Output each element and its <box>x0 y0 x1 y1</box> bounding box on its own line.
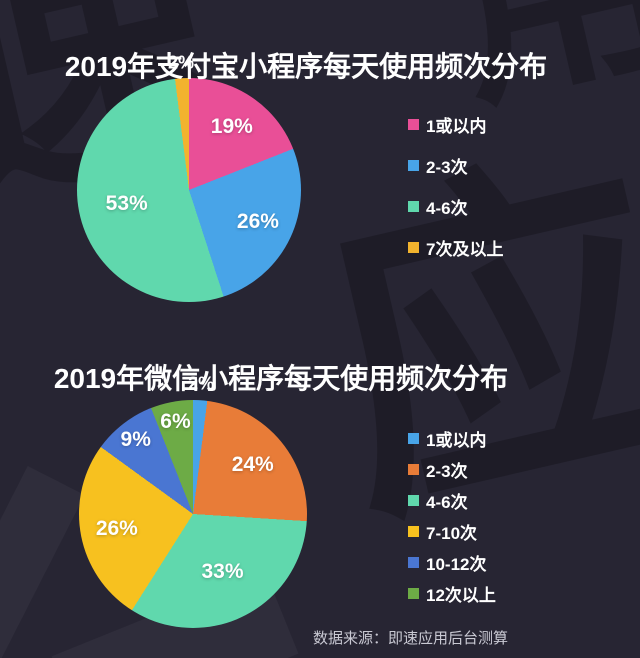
legend-label: 2-3次 <box>426 158 468 177</box>
legend-item: 4-6次 <box>408 186 503 227</box>
legend-swatch-icon <box>408 119 419 130</box>
pie-slice-label: 6% <box>160 410 191 434</box>
alipay-pie-chart: 19% 26% 53% 2% <box>77 52 301 302</box>
pie-slice-label: 33% <box>201 559 244 583</box>
legend-label: 10-12次 <box>426 555 487 574</box>
legend-swatch-icon <box>408 160 419 171</box>
legend-label: 4-6次 <box>426 493 468 512</box>
legend-item: 10-12次 <box>408 547 496 578</box>
legend-item: 1或以内 <box>408 104 503 145</box>
legend-label: 1或以内 <box>426 431 487 450</box>
pie-slice-label: 53% <box>105 191 148 215</box>
legend-label: 7-10次 <box>426 524 478 543</box>
legend-swatch-icon <box>408 201 419 212</box>
alipay-chart-legend: 1或以内 2-3次 4-6次 7次及以上 <box>408 104 503 268</box>
legend-swatch-icon <box>408 588 419 599</box>
legend-swatch-icon <box>408 557 419 568</box>
pie-slice-label: 2% <box>167 52 194 73</box>
legend-label: 7次及以上 <box>426 240 504 259</box>
wechat-chart-title: 2019年微信小程序每天使用频次分布 <box>53 362 509 394</box>
legend-item: 7-10次 <box>408 516 496 547</box>
alipay-chart-title: 2019年支付宝小程序每天使用频次分布 <box>64 50 548 82</box>
pie-slice-label: 24% <box>231 452 274 476</box>
legend-label: 1或以内 <box>426 117 487 136</box>
wechat-pie-chart: 2% 24% 33% 26% 9% 6% <box>79 374 307 628</box>
legend-swatch-icon <box>408 433 419 444</box>
pie-slice-label: 26% <box>236 210 279 234</box>
legend-label: 12次以上 <box>426 586 496 605</box>
pie-slice-label: 9% <box>120 428 151 452</box>
pie-slice-label: 26% <box>95 516 138 540</box>
legend-swatch-icon <box>408 464 419 475</box>
legend-label: 2-3次 <box>426 462 468 481</box>
wechat-chart-legend: 1或以内 2-3次 4-6次 7-10次 10-12次 12次以上 <box>408 423 496 609</box>
pie-slice-label: 2% <box>188 373 215 394</box>
legend-swatch-icon <box>408 242 419 253</box>
data-source-caption: 数据来源：即速应用后台测算 <box>312 630 508 647</box>
legend-item: 4-6次 <box>408 485 496 516</box>
watermark-shape <box>0 466 85 658</box>
legend-swatch-icon <box>408 526 419 537</box>
legend-item: 7次及以上 <box>408 227 503 268</box>
legend-label: 4-6次 <box>426 199 468 218</box>
legend-swatch-icon <box>408 495 419 506</box>
legend-item: 12次以上 <box>408 578 496 609</box>
pie-slice-label: 19% <box>210 115 253 138</box>
legend-item: 2-3次 <box>408 145 503 186</box>
legend-item: 1或以内 <box>408 423 496 454</box>
legend-item: 2-3次 <box>408 454 496 485</box>
